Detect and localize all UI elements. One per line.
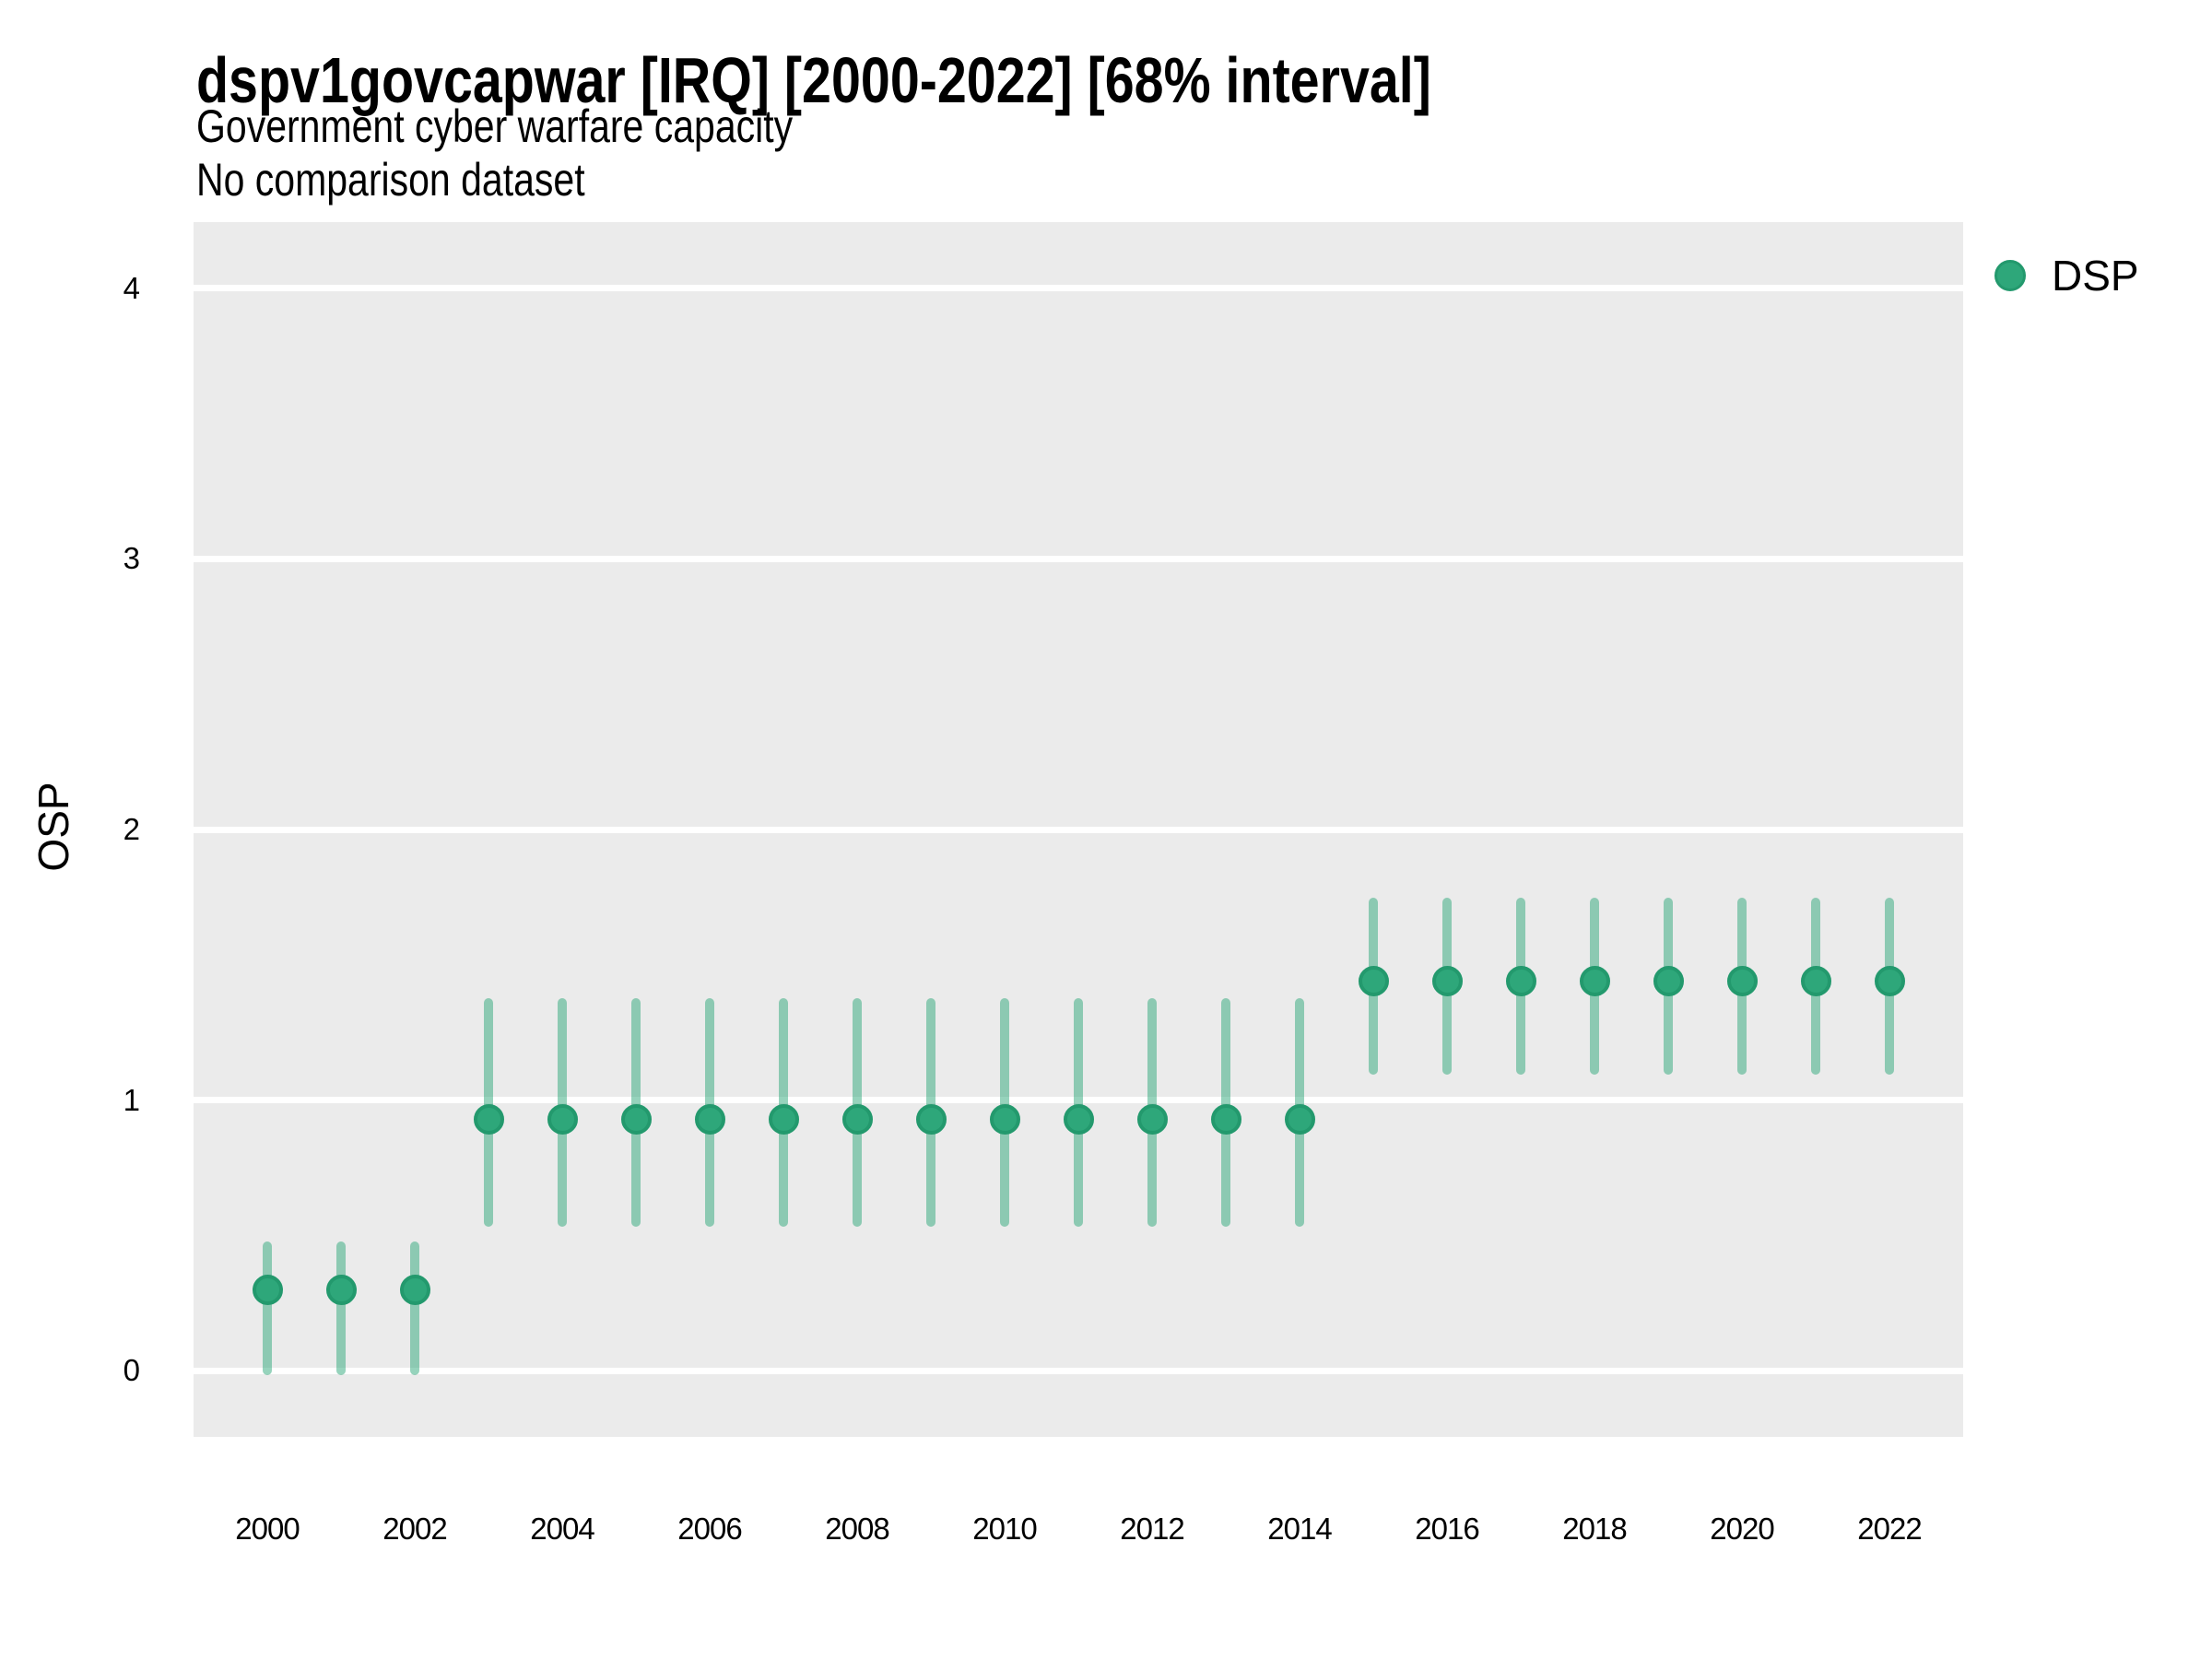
- x-tick-label-2016: 2016: [1415, 1512, 1479, 1546]
- data-point-2014: [1284, 1103, 1315, 1135]
- major-gridline-y-2: [194, 826, 1963, 833]
- data-point-2005: [620, 1103, 652, 1135]
- y-tick-label-1: 1: [123, 1082, 140, 1117]
- data-point-2000: [252, 1274, 283, 1305]
- plot-panel: [194, 222, 1963, 1437]
- data-point-2006: [694, 1103, 725, 1135]
- chart-subtitle: Government cyber warfare capacity: [196, 103, 924, 149]
- x-tick-label-2018: 2018: [1562, 1512, 1627, 1546]
- chart-title-text: dspv1govcapwar [IRQ] [2000-2022] [68% in…: [196, 44, 1431, 116]
- x-tick-label-2004: 2004: [530, 1512, 594, 1546]
- y-tick-label-3: 3: [123, 541, 140, 576]
- y-tick-label-0: 0: [123, 1353, 140, 1388]
- data-point-2021: [1800, 965, 1831, 996]
- data-point-2017: [1505, 965, 1536, 996]
- interval-bar-2002: [410, 1241, 419, 1376]
- data-point-2019: [1653, 965, 1684, 996]
- legend-point-icon: [1994, 260, 2026, 291]
- x-tick-label-2010: 2010: [972, 1512, 1037, 1546]
- chart-title: dspv1govcapwar [IRQ] [2000-2022] [68% in…: [196, 48, 1702, 112]
- data-point-2015: [1358, 965, 1389, 996]
- x-tick-label-2014: 2014: [1267, 1512, 1332, 1546]
- data-point-2003: [473, 1103, 504, 1135]
- chart-comparison-note: No comparison dataset: [196, 157, 670, 203]
- x-tick-label-2002: 2002: [382, 1512, 447, 1546]
- major-gridline-y-3: [194, 555, 1963, 562]
- data-point-2016: [1431, 965, 1463, 996]
- data-point-2011: [1063, 1103, 1094, 1135]
- data-point-2012: [1136, 1103, 1168, 1135]
- y-tick-label-4: 4: [123, 270, 140, 305]
- x-tick-label-2022: 2022: [1857, 1512, 1922, 1546]
- x-tick-label-2000: 2000: [235, 1512, 300, 1546]
- chart-comparison-note-text: No comparison dataset: [196, 154, 585, 206]
- data-point-2008: [841, 1103, 873, 1135]
- chart-subtitle-text: Government cyber warfare capacity: [196, 100, 794, 152]
- data-point-2001: [325, 1274, 357, 1305]
- data-point-2013: [1210, 1103, 1241, 1135]
- data-point-2022: [1874, 965, 1905, 996]
- x-tick-label-2008: 2008: [825, 1512, 889, 1546]
- x-tick-label-2006: 2006: [677, 1512, 742, 1546]
- data-point-2002: [399, 1274, 430, 1305]
- major-gridline-y-4: [194, 285, 1963, 292]
- interval-bar-2000: [263, 1241, 272, 1376]
- data-point-2004: [547, 1103, 578, 1135]
- data-point-2007: [768, 1103, 799, 1135]
- x-tick-label-2020: 2020: [1710, 1512, 1774, 1546]
- legend-series-label: DSP: [2052, 252, 2139, 300]
- y-tick-label-2: 2: [123, 812, 140, 846]
- data-point-2009: [915, 1103, 947, 1135]
- data-point-2010: [989, 1103, 1020, 1135]
- major-gridline-y-0: [194, 1367, 1963, 1374]
- interval-bar-2001: [336, 1241, 346, 1376]
- data-point-2020: [1726, 965, 1758, 996]
- data-point-2018: [1579, 965, 1610, 996]
- x-tick-label-2012: 2012: [1120, 1512, 1184, 1546]
